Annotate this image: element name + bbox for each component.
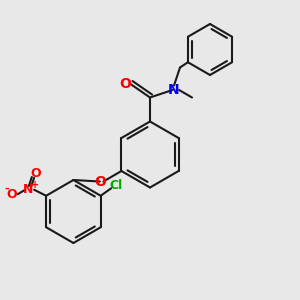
Text: N: N	[23, 183, 33, 196]
Text: +: +	[31, 180, 39, 190]
Text: O: O	[6, 188, 17, 201]
Text: -: -	[4, 184, 9, 194]
Text: N: N	[168, 83, 180, 97]
Text: Cl: Cl	[109, 179, 122, 192]
Text: O: O	[119, 77, 131, 91]
Text: O: O	[30, 167, 41, 180]
Text: O: O	[94, 175, 106, 188]
